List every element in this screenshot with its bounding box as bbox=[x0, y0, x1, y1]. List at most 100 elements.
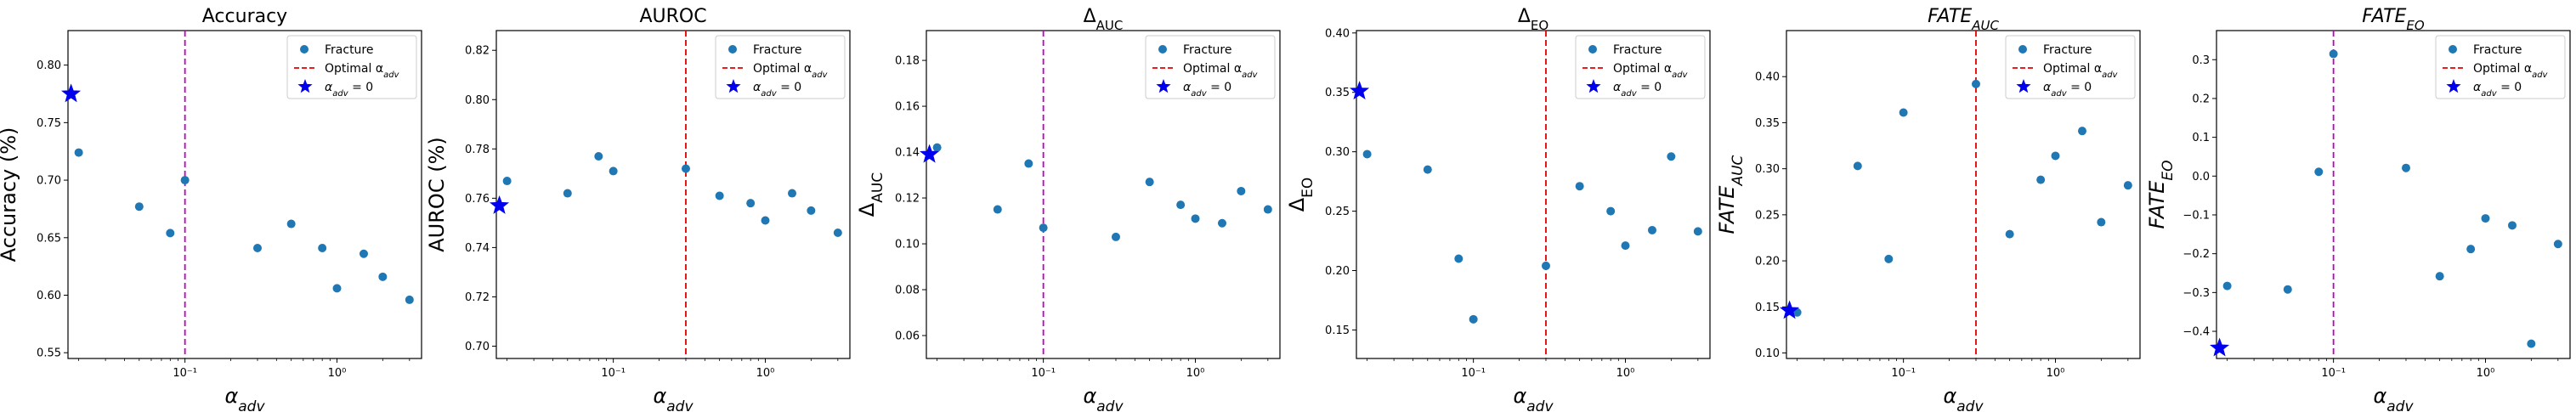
data-point bbox=[2527, 339, 2536, 348]
y-tick-label: 0.72 bbox=[465, 291, 490, 304]
legend-entry-fracture: Fracture bbox=[2473, 43, 2522, 57]
y-tick-label: 0.76 bbox=[465, 193, 490, 206]
data-point bbox=[715, 191, 724, 200]
y-tick-label: 0.14 bbox=[895, 147, 920, 160]
chart-title: Accuracy bbox=[202, 6, 287, 27]
y-tick-label: −0.4 bbox=[2183, 326, 2210, 339]
y-tick-label: 0.15 bbox=[1755, 302, 1780, 314]
legend-entry-alpha-zero: αadv = 0 bbox=[1183, 81, 1231, 99]
axes-frame bbox=[1786, 30, 2141, 359]
y-tick-label: 0.10 bbox=[1755, 347, 1780, 360]
x-tick-label: 10⁻¹ bbox=[601, 367, 626, 380]
legend-box bbox=[286, 35, 417, 99]
data-point bbox=[681, 164, 690, 173]
chart-panel-1: Accuracy 0.55 0.60 0.65 0.70 0.75 0.80 10⁻¹ 10⁰ α… bbox=[0, 6, 422, 412]
legend-entry-alpha-zero: αadv = 0 bbox=[2043, 81, 2092, 99]
data-point bbox=[286, 219, 296, 229]
data-point bbox=[1884, 254, 1894, 263]
legend-star-marker bbox=[726, 79, 741, 93]
alpha-zero-star bbox=[1779, 300, 1800, 319]
legend-box bbox=[715, 35, 846, 99]
y-tick-label: 0.70 bbox=[465, 341, 490, 353]
data-point bbox=[1899, 108, 1908, 117]
legend-star-marker bbox=[1156, 79, 1171, 93]
legend-entry-fracture: Fracture bbox=[1613, 43, 1662, 57]
y-tick-label: 0.82 bbox=[465, 45, 490, 58]
data-point bbox=[2077, 127, 2086, 136]
chart-title: AUROC bbox=[639, 6, 706, 27]
x-tick-label: 10⁰ bbox=[1616, 367, 1635, 380]
legend-entry-alpha-zero: αadv = 0 bbox=[753, 81, 801, 99]
legend-entry-optimal: Optimal αadv bbox=[1183, 62, 1259, 80]
data-point bbox=[332, 284, 342, 293]
y-axis-label: ΔEO bbox=[1285, 178, 1316, 212]
data-point bbox=[1454, 254, 1464, 263]
data-point bbox=[609, 166, 618, 176]
data-point bbox=[1237, 186, 1246, 195]
data-point bbox=[2005, 229, 2014, 239]
data-point bbox=[2283, 285, 2292, 294]
y-tick-label: 0.25 bbox=[1325, 206, 1350, 218]
y-tick-label: −0.3 bbox=[2183, 287, 2210, 300]
chart-title: ΔAUC bbox=[1084, 6, 1124, 33]
legend-point-marker bbox=[1588, 45, 1597, 54]
y-axis-label: Accuracy (%) bbox=[0, 127, 20, 262]
y-tick-label: 0.75 bbox=[37, 117, 61, 130]
chart-title: ΔEO bbox=[1518, 6, 1548, 33]
data-point bbox=[2123, 181, 2132, 190]
legend-entry-fracture: Fracture bbox=[325, 43, 374, 57]
data-point bbox=[2097, 217, 2106, 227]
data-point bbox=[405, 295, 414, 304]
y-tick-label: 0.60 bbox=[37, 290, 61, 302]
y-tick-label: 0.12 bbox=[895, 193, 920, 206]
x-tick-label: 10⁰ bbox=[1186, 367, 1205, 380]
data-point bbox=[1621, 241, 1630, 251]
x-tick-label: 10⁰ bbox=[328, 367, 347, 380]
data-point bbox=[2314, 167, 2324, 177]
axes-frame bbox=[2216, 30, 2571, 359]
data-point bbox=[166, 229, 175, 238]
y-tick-label: 0.15 bbox=[1325, 325, 1350, 337]
x-tick-label: 10⁻¹ bbox=[1891, 367, 1916, 380]
y-tick-label: 0.80 bbox=[465, 94, 490, 107]
data-point bbox=[1263, 205, 1272, 214]
y-tick-label: 0.10 bbox=[895, 239, 920, 251]
data-point bbox=[2036, 175, 2046, 184]
legend-entry-fracture: Fracture bbox=[2043, 43, 2092, 57]
legend-star-marker bbox=[1586, 79, 1601, 93]
data-point bbox=[594, 152, 603, 161]
data-point bbox=[1362, 150, 1372, 159]
legend-entry-fracture: Fracture bbox=[1183, 43, 1232, 57]
legend-star-marker bbox=[2016, 79, 2031, 93]
y-tick-label: 0.16 bbox=[895, 101, 920, 114]
data-point bbox=[378, 272, 388, 281]
y-tick-label: 0.35 bbox=[1325, 87, 1350, 99]
data-point bbox=[318, 243, 327, 252]
y-axis-label: FATEAUC bbox=[1715, 155, 1747, 234]
y-tick-label: 0.3 bbox=[2192, 54, 2210, 67]
data-point bbox=[252, 243, 262, 252]
data-point bbox=[1176, 200, 1186, 210]
x-tick-label: 10⁻¹ bbox=[1031, 367, 1056, 380]
data-point bbox=[787, 189, 796, 198]
legend-point-marker bbox=[300, 45, 309, 54]
data-point bbox=[74, 148, 83, 157]
data-point bbox=[1647, 225, 1656, 234]
data-point bbox=[1024, 159, 1033, 168]
x-tick-label: 10⁰ bbox=[2477, 367, 2495, 380]
y-tick-label: 0.70 bbox=[37, 175, 61, 188]
y-tick-label: 0.20 bbox=[1325, 265, 1350, 278]
legend-point-marker bbox=[1158, 45, 1167, 54]
legend-point-marker bbox=[2018, 45, 2027, 54]
y-tick-label: 0.25 bbox=[1755, 209, 1780, 222]
x-axis-label: αadv bbox=[1513, 384, 1554, 412]
y-tick-label: 0.18 bbox=[895, 55, 920, 68]
chart-panel-3: ΔAUC 0.06 0.08 0.10 0.12 0.14 0.16 0.18 10⁻¹ 10⁰ α… bbox=[855, 6, 1281, 412]
data-point bbox=[134, 202, 144, 212]
alpha-zero-star bbox=[920, 144, 940, 163]
